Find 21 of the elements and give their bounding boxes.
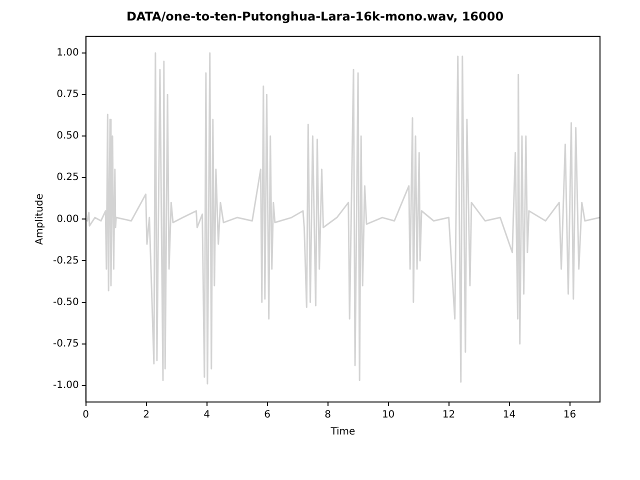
y-tick-label: 0.25 (56, 172, 79, 184)
y-tick-label: 1.00 (56, 48, 79, 59)
x-tick-label: 2 (143, 410, 150, 421)
y-tick-label: -0.25 (53, 255, 79, 266)
y-tick-label: 0.50 (56, 130, 79, 142)
x-tick-label: 14 (502, 410, 516, 421)
x-tick-label: 10 (382, 410, 395, 421)
x-axis-title: Time (330, 426, 356, 438)
chart-title: DATA/one-to-ten-Putonghua-Lara-16k-mono.wav, 16000 (126, 9, 504, 24)
y-tick-label: -0.75 (53, 338, 79, 350)
x-tick-label: 8 (324, 410, 332, 421)
x-tick-label: 12 (442, 410, 456, 421)
y-axis-title: Amplitude (34, 194, 46, 245)
y-tick-label: -0.50 (53, 296, 79, 308)
x-tick-label: 6 (264, 410, 271, 421)
x-tick-label: 4 (204, 410, 210, 421)
x-tick-label: 0 (82, 410, 90, 421)
y-tick-label: 0.75 (56, 89, 79, 100)
y-tick-label: 0.00 (56, 214, 79, 225)
x-tick-label: 16 (563, 410, 576, 421)
y-tick-label: -1.00 (53, 380, 79, 391)
